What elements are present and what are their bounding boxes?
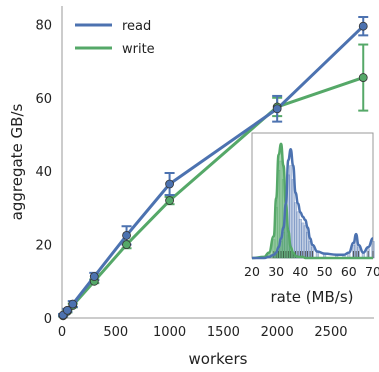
main-y-axis-label: aggregate GB/s (8, 103, 26, 220)
inset-x-ticks: 20 30 40 50 60 70 (244, 264, 379, 279)
x-tick-label: 2000 (261, 325, 294, 340)
inset-x-tick-label: 70 (365, 264, 379, 279)
data-point-read (358, 21, 368, 31)
inset-x-tick-label: 50 (317, 264, 333, 279)
y-tick-label: 60 (35, 92, 52, 107)
data-point-read (165, 179, 174, 189)
y-tick-label: 80 (35, 18, 52, 33)
data-point-read (89, 272, 99, 281)
data-point-write (358, 73, 368, 82)
inset-plot: 20 30 40 50 60 70 rate (MB/s) (244, 132, 379, 306)
main-x-ticks: 0 500 1000 1500 2000 2500 (58, 325, 348, 340)
x-tick-label: 0 (58, 325, 66, 340)
y-tick-label: 40 (35, 165, 52, 180)
legend-label-write: write (122, 42, 155, 57)
density-curve-write (251, 142, 373, 260)
x-tick-label: 2500 (314, 325, 347, 340)
data-point-read (122, 231, 131, 240)
inset-x-tick-label: 30 (268, 264, 284, 279)
data-point-read (68, 299, 78, 309)
main-plot: 0 20 40 60 80 0 500 1000 1500 2000 2500 workers a… (8, 6, 374, 368)
main-series (58, 16, 369, 321)
x-tick-label: 500 (103, 325, 128, 340)
inset-x-axis-label: rate (MB/s) (270, 288, 353, 306)
legend-label-read: read (122, 19, 151, 34)
data-point-read (62, 305, 72, 315)
inset-x-tick-label: 60 (341, 264, 357, 279)
inset-series (251, 142, 375, 260)
main-y-ticks: 0 20 40 60 80 (35, 18, 52, 327)
data-point-write (122, 240, 131, 249)
legend: read write (75, 19, 155, 57)
data-point-write (165, 196, 174, 205)
inset-x-tick-label: 20 (244, 264, 260, 279)
x-tick-label: 1000 (153, 325, 186, 340)
density-curve-read (251, 148, 374, 260)
main-x-axis-label: workers (189, 350, 248, 368)
data-point-read (272, 104, 282, 114)
y-tick-label: 20 (35, 239, 52, 254)
y-tick-label: 0 (44, 312, 52, 327)
inset-x-tick-label: 40 (292, 264, 308, 279)
x-tick-label: 1500 (207, 325, 240, 340)
